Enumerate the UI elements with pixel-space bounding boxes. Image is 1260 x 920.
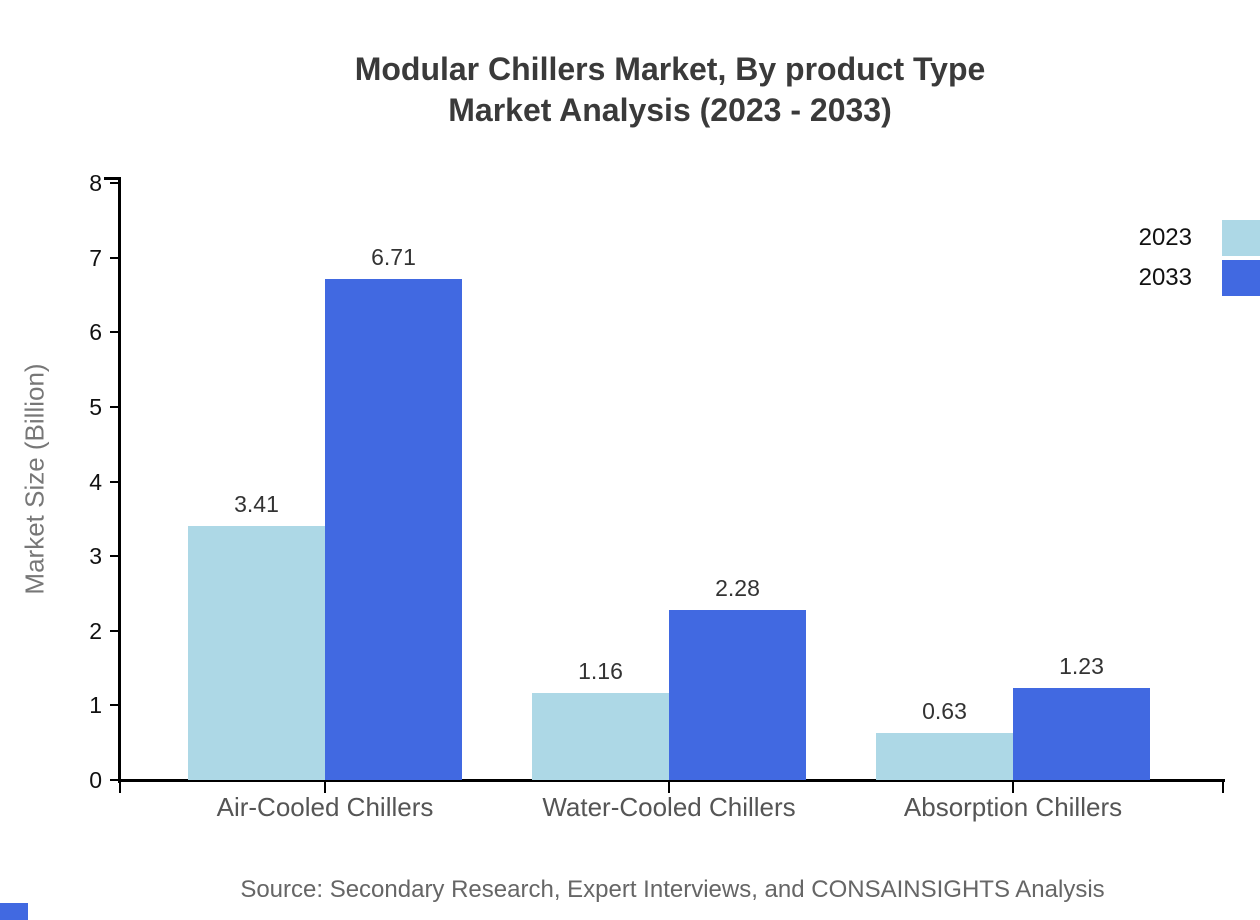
y-axis-top-cap xyxy=(104,177,121,180)
y-tick-label: 1 xyxy=(89,692,102,719)
bar-value-label: 2.28 xyxy=(715,574,760,601)
y-tick-label: 6 xyxy=(89,319,102,346)
x-tick xyxy=(668,781,670,793)
bar-2033 xyxy=(325,279,462,780)
y-tick-label: 8 xyxy=(89,170,102,196)
y-tick xyxy=(110,779,120,781)
legend-item-2023: 2023 xyxy=(1139,220,1260,256)
bar-2033 xyxy=(669,609,806,780)
y-axis-title: Market Size (Billion) xyxy=(19,363,50,595)
legend-label: 2033 xyxy=(1138,264,1192,291)
legend-swatch xyxy=(1222,260,1260,296)
legend-swatch xyxy=(1222,220,1260,256)
legend-item-2033: 2033 xyxy=(1139,260,1260,296)
chart-title: Modular Chillers Market, By product Type… xyxy=(80,49,1260,131)
bar-2033 xyxy=(1013,688,1150,780)
x-axis-end-tick xyxy=(119,781,121,793)
y-tick xyxy=(110,331,120,334)
bar-2023 xyxy=(532,693,669,780)
category-label: Water-Cooled Chillers xyxy=(542,792,796,822)
bar-value-label: 1.16 xyxy=(578,658,623,685)
y-tick xyxy=(110,480,120,483)
y-tick xyxy=(110,555,120,558)
bar-value-label: 0.63 xyxy=(922,697,967,724)
y-tick-label: 5 xyxy=(89,393,102,420)
bar-value-label: 3.41 xyxy=(234,490,279,517)
x-tick xyxy=(1012,781,1014,793)
y-tick xyxy=(110,405,120,408)
y-tick-label: 3 xyxy=(89,543,102,570)
chart-title-line1: Modular Chillers Market, By product Type xyxy=(354,51,986,87)
y-tick xyxy=(110,704,120,707)
source-note: Source: Secondary Research, Expert Inter… xyxy=(240,876,1105,903)
y-tick-label: 0 xyxy=(89,767,102,793)
legend-label: 2023 xyxy=(1138,224,1192,251)
bar-value-label: 1.23 xyxy=(1059,653,1104,680)
y-tick-label: 2 xyxy=(89,617,102,644)
y-tick-label: 7 xyxy=(89,244,102,271)
x-axis-end-tick xyxy=(1222,781,1224,793)
y-tick xyxy=(110,182,120,184)
bar-2023 xyxy=(188,525,325,780)
category-label: Absorption Chillers xyxy=(903,792,1123,822)
x-tick xyxy=(324,781,326,793)
y-axis-spine xyxy=(118,177,121,783)
y-tick xyxy=(110,256,120,259)
chart-title-line2: Market Analysis (2023 - 2033) xyxy=(448,92,892,128)
corner-accent xyxy=(0,903,28,920)
bar-2023 xyxy=(876,732,1013,780)
y-tick xyxy=(110,629,120,632)
y-tick-label: 4 xyxy=(89,468,102,495)
x-axis-spine xyxy=(118,779,1225,782)
category-label: Air-Cooled Chillers xyxy=(216,792,434,822)
bar-value-label: 6.71 xyxy=(371,244,416,271)
